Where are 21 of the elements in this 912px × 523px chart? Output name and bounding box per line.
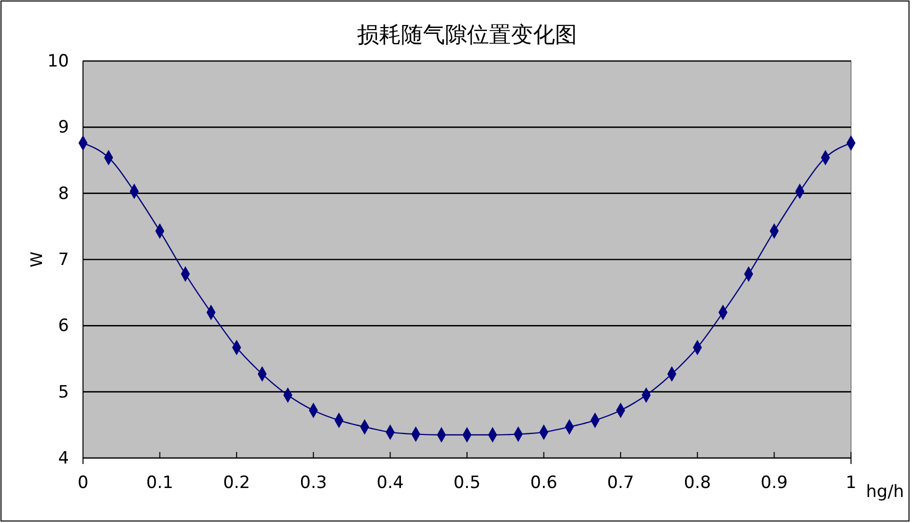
x-tick-label: 0.4 xyxy=(376,473,404,494)
y-axis-title: W xyxy=(27,251,46,268)
x-tick-label: 0.2 xyxy=(223,473,250,494)
y-tick-label: 6 xyxy=(58,316,69,336)
y-tick-label: 8 xyxy=(58,184,69,204)
x-tick-label: 0.5 xyxy=(453,473,481,494)
x-tick-label: 0.1 xyxy=(146,473,174,494)
x-tick-label: 0 xyxy=(78,473,88,494)
x-tick-label: 0.3 xyxy=(300,473,327,494)
y-tick-label: 4 xyxy=(58,448,69,468)
x-tick-label: 0.8 xyxy=(684,473,711,494)
x-tick-label: 0.9 xyxy=(760,473,788,494)
y-tick-label: 7 xyxy=(58,250,69,270)
x-tick-label: 0.7 xyxy=(607,473,634,494)
y-tick-label: 10 xyxy=(47,51,69,72)
y-tick-label: 9 xyxy=(58,118,69,138)
x-tick-label: 1 xyxy=(846,473,856,494)
x-axis-title: hg/h xyxy=(866,482,904,502)
x-tick-label: 0.6 xyxy=(530,473,558,494)
y-tick-label: 5 xyxy=(58,382,69,402)
chart-title: 损耗随气隙位置变化图 xyxy=(357,23,577,48)
